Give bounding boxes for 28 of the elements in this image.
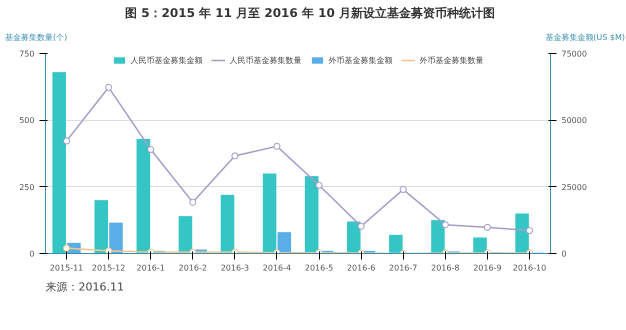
y-tick-label: 0 [29, 249, 35, 258]
x-tick-label: 2015-11 [50, 263, 84, 272]
y2-tick-label: 50000 [562, 116, 587, 125]
y-axis-title: 基金募集数量(个) [5, 32, 68, 44]
x-tick-label: 2016-8 [431, 263, 460, 272]
y2-tick-label: 25000 [562, 182, 587, 192]
x-tick-label: 2016-3 [220, 263, 250, 272]
legend-label: 人民币基金募集金额 [130, 54, 202, 66]
y2-axis-title: 基金募集金额(US $M) [545, 32, 625, 44]
x-tick-label: 2016-10 [512, 263, 546, 272]
x-tick-label: 2016-5 [304, 263, 334, 272]
legend-label: 外币基金募集数量 [420, 54, 484, 66]
x-tick-label: 2016-7 [389, 263, 418, 272]
x-tick-label: 2016-1 [136, 263, 165, 272]
source-note: 来源：2016.11 [46, 280, 124, 294]
x-tick-label: 2016-6 [346, 263, 376, 272]
legend-label: 人民币基金募集数量 [230, 54, 302, 66]
y-tick-label: 250 [19, 182, 35, 192]
x-tick-label: 2016-4 [262, 263, 292, 272]
y2-tick-label: 0 [562, 249, 567, 258]
x-tick-label: 2016-2 [178, 263, 207, 272]
y2-tick-label: 75000 [562, 49, 587, 58]
legend-label: 外币基金募集金额 [328, 54, 392, 66]
y-tick-label: 500 [19, 116, 35, 125]
chart-title: 图 5：2015 年 11 月至 2016 年 10 月新设立基金募资币种统计图 [125, 5, 495, 22]
x-tick-label: 2015-12 [92, 263, 126, 272]
x-tick-label: 2016-9 [473, 263, 502, 272]
y-tick-label: 750 [19, 49, 35, 58]
